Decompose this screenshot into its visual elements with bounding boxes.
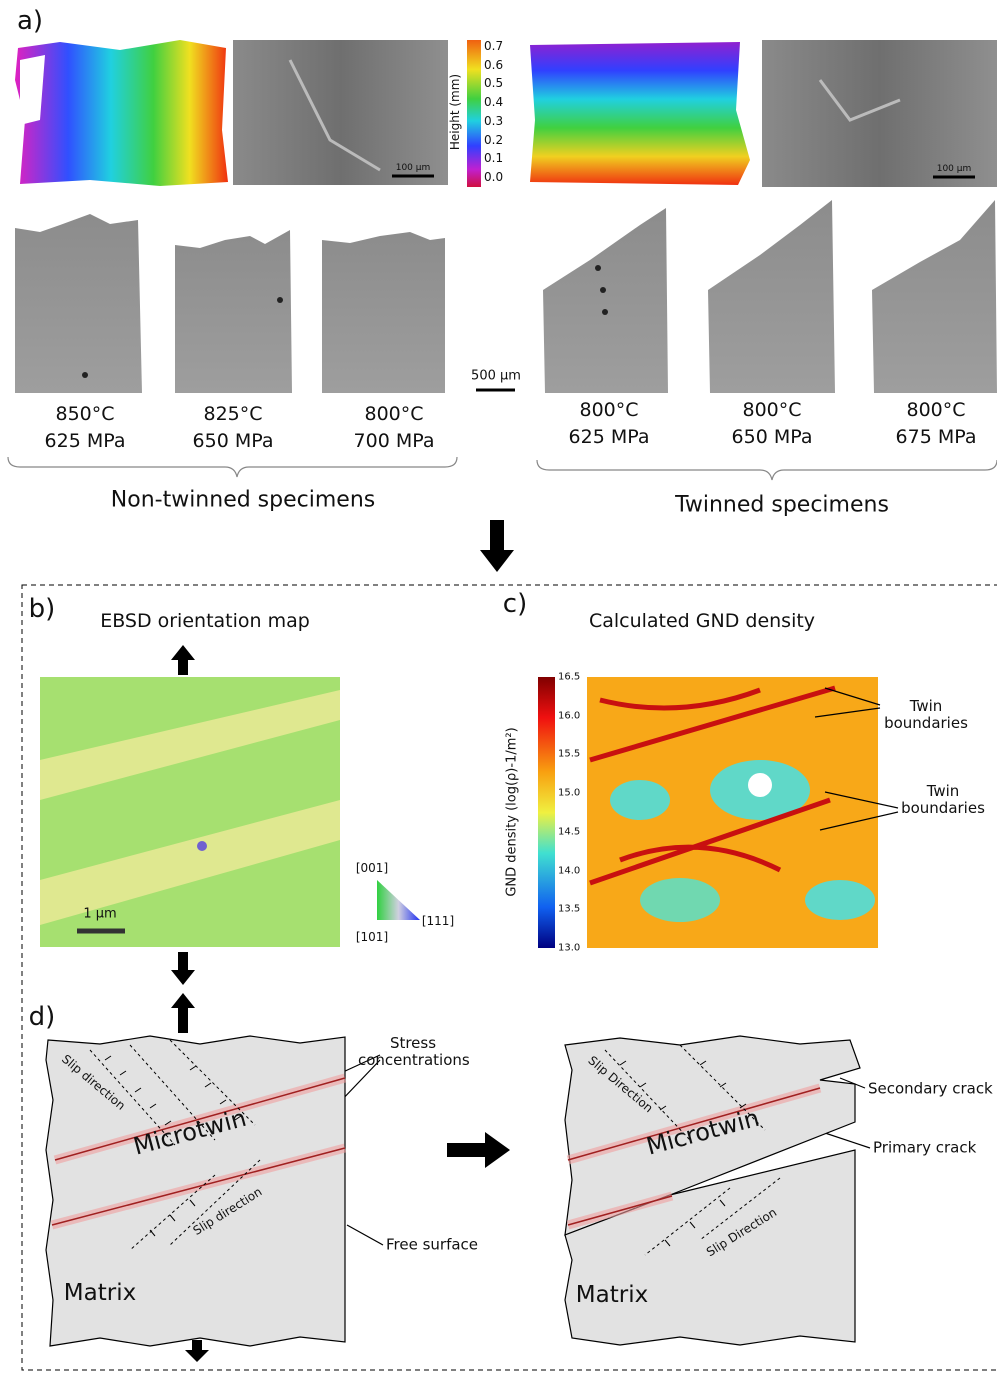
specimen-stress: 625 MPa <box>569 427 650 449</box>
tick-label: 16.5 <box>558 671 580 683</box>
gnd-map <box>538 677 878 948</box>
specimen <box>15 214 142 393</box>
specimen-stress: 650 MPa <box>732 427 813 449</box>
gnd-map <box>640 878 720 922</box>
specimen-temperature: 850°C <box>55 404 114 426</box>
gnd-map <box>805 880 875 920</box>
specimen-feature <box>277 297 283 303</box>
colorbar-label: Height (mm) <box>449 74 463 150</box>
ebsd-map <box>197 841 207 851</box>
specimen-temperature: 825°C <box>203 404 262 426</box>
graphics <box>0 0 997 1374</box>
ipf-label: [101] <box>356 931 388 945</box>
panel-title: Calculated GND density <box>589 611 815 633</box>
specimen <box>708 200 835 393</box>
tick-label: 0.2 <box>484 134 503 148</box>
annotation: Primary crack <box>873 1139 976 1156</box>
tick-label: 0.4 <box>484 96 503 110</box>
specimen <box>322 232 445 393</box>
group-label: Twinned specimens <box>675 492 889 517</box>
arrow <box>171 645 195 675</box>
ipf-label: [001] <box>356 862 388 876</box>
scale-bar-label: 1 µm <box>83 908 116 923</box>
panel-label: d) <box>29 1003 56 1033</box>
panel-label: c) <box>503 590 527 620</box>
specimen-temperature: 800°C <box>579 400 638 422</box>
tick-label: 0.5 <box>484 77 503 91</box>
panel-label: a) <box>17 7 43 37</box>
arrow <box>447 1132 510 1168</box>
colorbar-label: GND density (log(ρ)-1/m²) <box>506 727 521 896</box>
tick-label: 0.0 <box>484 171 503 185</box>
matrix-label: Matrix <box>64 1280 136 1306</box>
specimen-feature <box>82 372 88 378</box>
specimen-feature <box>602 309 608 315</box>
height-map <box>530 42 750 185</box>
specimen-feature <box>595 265 601 271</box>
panel-title: EBSD orientation map <box>100 611 310 633</box>
specimen-stress: 700 MPa <box>354 431 435 453</box>
brace <box>8 457 457 477</box>
specimen-stress: 650 MPa <box>193 431 274 453</box>
specimen-temperature: 800°C <box>364 404 423 426</box>
specimen <box>872 200 997 393</box>
ebsd-map <box>377 880 420 920</box>
tick-label: 0.6 <box>484 59 503 73</box>
tick-label: 13.0 <box>558 942 580 954</box>
arrow <box>171 952 195 985</box>
annotation-arrow <box>347 1225 383 1245</box>
tick-label: 14.5 <box>558 826 580 838</box>
annotation: Secondary crack <box>868 1080 993 1097</box>
tick-label: 13.5 <box>558 903 580 915</box>
annotation: Free surface <box>386 1236 478 1253</box>
specimen-feature <box>600 287 606 293</box>
tick-label: 0.7 <box>484 40 503 54</box>
specimen-temperature: 800°C <box>742 400 801 422</box>
arrow <box>185 1340 209 1362</box>
specimen <box>175 230 292 393</box>
tick-label: 15.5 <box>558 749 580 761</box>
specimen <box>543 208 668 393</box>
gnd-map <box>610 780 670 820</box>
annotation: Stress concentrations <box>358 1035 468 1070</box>
specimen <box>15 200 997 393</box>
matrix-label: Matrix <box>576 1282 648 1308</box>
figure: a) Height (mm) 0.7 0.6 0.5 0.4 0.3 0.2 0.1 0.0 100… <box>0 0 997 1374</box>
tick-label: 16.0 <box>558 710 580 722</box>
annotation: Twin boundaries <box>876 698 976 733</box>
gnd-map <box>538 677 555 948</box>
scale-bar-label: 100 µm <box>396 163 431 173</box>
tick-label: 15.0 <box>558 787 580 799</box>
brace <box>8 457 997 480</box>
brace <box>537 460 997 480</box>
height-map <box>15 40 228 186</box>
tick-label: 0.1 <box>484 152 503 166</box>
specimen-stress: 625 MPa <box>45 431 126 453</box>
arrow <box>171 993 195 1033</box>
scale-bar-label: 100 µm <box>937 164 972 174</box>
scale-bar-label: 500 µm <box>471 370 521 385</box>
height-colorbar <box>467 40 481 187</box>
specimen-temperature: 800°C <box>906 400 965 422</box>
group-label: Non-twinned specimens <box>111 487 375 512</box>
tick-label: 14.0 <box>558 865 580 877</box>
annotation: Twin boundaries <box>893 783 993 818</box>
ipf-label: [111] <box>422 915 454 929</box>
specimen-stress: 675 MPa <box>896 427 977 449</box>
panel-label: b) <box>29 595 56 625</box>
tick-label: 0.3 <box>484 115 503 129</box>
arrow <box>480 520 514 572</box>
gnd-map <box>748 773 772 797</box>
